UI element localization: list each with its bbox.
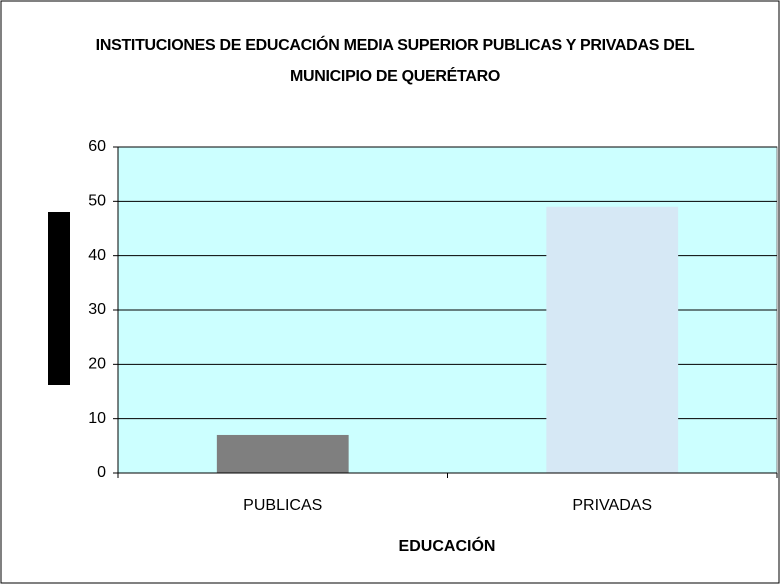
y-tick-label: 10 [88,410,106,427]
x-tick-label: PUBLICAS [243,497,322,514]
axis-title-artifact [48,212,70,385]
x-tick-label: PRIVADAS [572,497,652,514]
chart-container: EDUCACIÓN 0102030405060PUBLICASPRIVADAS … [0,0,781,585]
y-tick-label: 30 [88,301,106,318]
bar [217,435,349,473]
bar [546,207,678,473]
y-tick-label: 60 [88,138,106,155]
chart-title: INSTITUCIONES DE EDUCACIÓN MEDIA SUPERIO… [70,30,720,92]
y-tick-label: 50 [88,193,106,210]
y-tick-label: 20 [88,356,106,373]
y-tick-label: 40 [88,247,106,264]
y-tick-label: 0 [97,464,106,481]
x-axis-title: EDUCACIÓN [399,536,496,555]
